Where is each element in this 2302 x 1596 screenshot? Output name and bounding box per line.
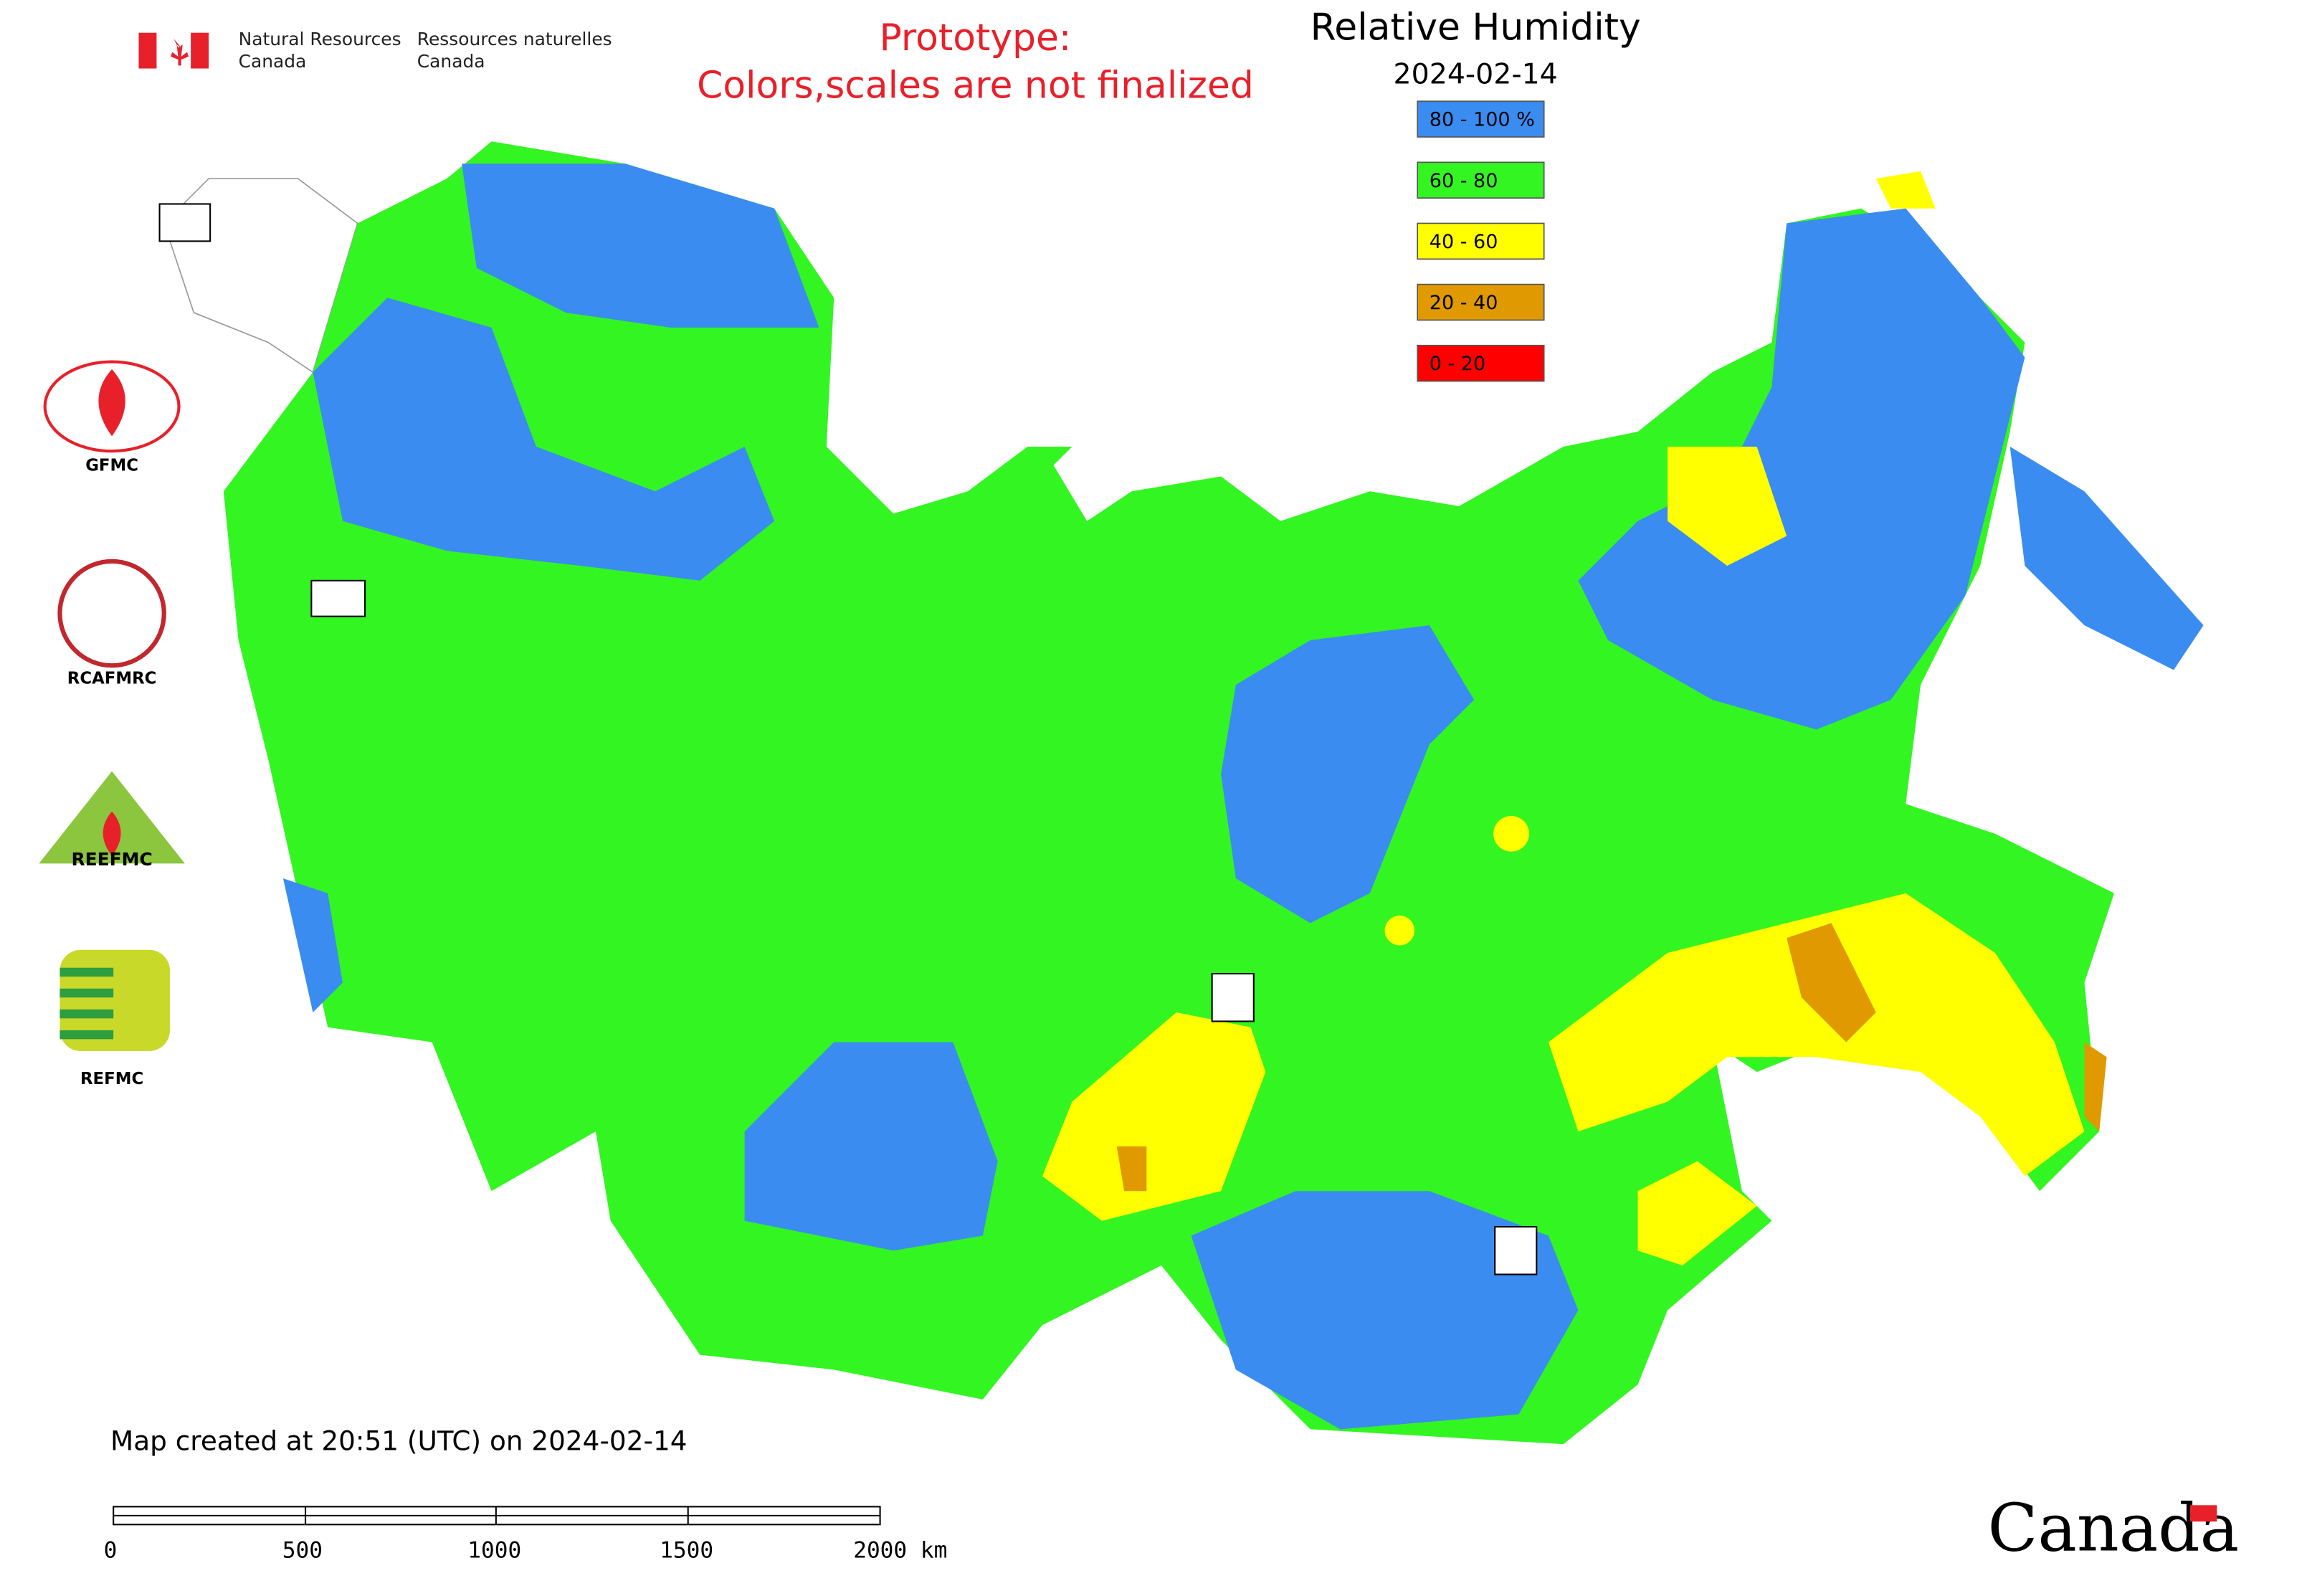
legend-swatch [1417, 344, 1545, 382]
humidity-region [1493, 815, 1529, 852]
notice: Colors,scales are not finalized [697, 65, 1254, 108]
partner-label: RCAFMRC [67, 669, 157, 688]
humidity-region [1191, 1191, 1579, 1430]
legend-swatch [1417, 100, 1545, 138]
notice: Prototype: [880, 16, 1072, 60]
humidity-region [1637, 1161, 1757, 1266]
legend-label: 60 - 80 [1430, 170, 1498, 192]
humidity-region [1384, 916, 1415, 946]
humidity-region [744, 1042, 998, 1251]
canada-wordmark: Canada [1987, 1490, 2239, 1567]
humidity-region [2010, 446, 2204, 670]
legend-label: 20 - 40 [1430, 292, 1498, 314]
legend-swatch [1417, 222, 1545, 260]
agency-fr: Ressources naturelles [417, 29, 612, 49]
canada-flag [138, 32, 209, 69]
wordmark-flag [2189, 1505, 2217, 1522]
agency-en: Natural Resources [239, 29, 401, 49]
legend-label: 40 - 60 [1430, 231, 1498, 253]
scale-bar [113, 1506, 881, 1526]
map-title: Relative Humidity [1311, 6, 1641, 49]
scale-label: 0 [104, 1538, 118, 1564]
scale-label: 500 [282, 1538, 323, 1564]
humidity-region [1042, 1012, 1266, 1221]
humidity-region [282, 878, 343, 1013]
partner-logos: GFMC RCAFMRC REEFMC REFMC [39, 360, 185, 1088]
footer-note: Map created at 20:51 (UTC) on 2024-02-14 [110, 1425, 687, 1457]
humidity-region [462, 163, 819, 328]
humidity-region [2084, 1042, 2107, 1132]
agency-en: Canada [239, 51, 307, 72]
humidity-region [223, 141, 2114, 1445]
humidity-region [1668, 446, 1787, 566]
scale-label: 2000 km [853, 1538, 947, 1564]
humidity-region [1578, 208, 2025, 730]
map-date: 2024-02-14 [1394, 57, 1558, 90]
map [158, 141, 2204, 1445]
scale-label: 1500 [660, 1538, 713, 1564]
humidity-region [313, 298, 775, 581]
legend-label: 0 - 20 [1430, 353, 1485, 375]
humidity-region [968, 446, 1072, 514]
humidity-region [1787, 923, 1876, 1042]
scale-labels: 0 500 1000 1500 2000 km [104, 1538, 948, 1564]
legend-swatch [1417, 283, 1545, 321]
humidity-region [1548, 893, 2085, 1177]
scale-label: 1000 [467, 1538, 521, 1564]
legend: 80 - 100 % 60 - 80 40 - 60 20 - 40 0 - 20 [1417, 100, 1545, 382]
humidity-region [1221, 625, 1475, 923]
humidity-region [1875, 171, 1936, 209]
legend-swatch [1417, 161, 1545, 199]
agency-fr: Canada [417, 51, 485, 72]
map-marker [158, 203, 211, 242]
map-marker [310, 579, 366, 617]
partner-label: GFMC [85, 456, 138, 475]
partner-label: REEFMC [71, 849, 152, 870]
humidity-region [1116, 1146, 1147, 1192]
legend-label: 80 - 100 % [1430, 109, 1535, 131]
map-marker [1211, 972, 1255, 1022]
map-marker [1494, 1225, 1538, 1276]
partner-label: REFMC [80, 1070, 143, 1088]
